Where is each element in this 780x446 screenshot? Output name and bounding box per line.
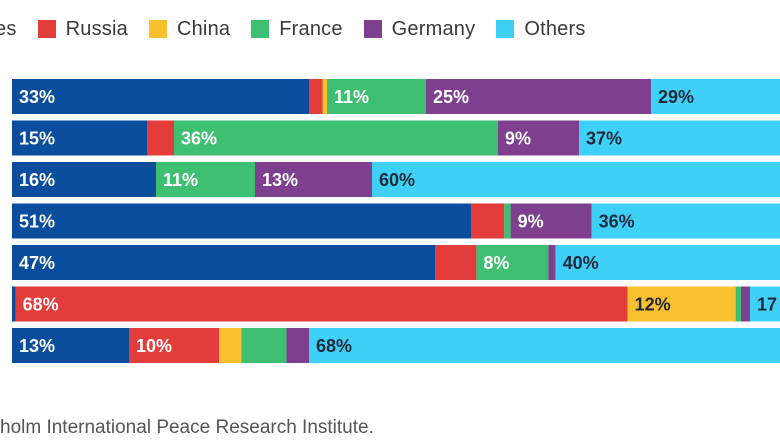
bar-segment: [286, 328, 309, 363]
data-label: 17: [757, 295, 777, 315]
bar-segment: [309, 79, 323, 114]
legend-label: ates: [0, 17, 17, 40]
data-label: 29%: [658, 87, 694, 107]
legend-label: China: [176, 17, 231, 40]
legend-item: France: [251, 18, 342, 41]
bar-segment: [309, 328, 780, 363]
legend-label: France: [279, 17, 343, 40]
data-label: 60%: [379, 170, 415, 190]
source-note: ckholm International Peace Research Inst…: [0, 417, 374, 438]
bar-segment: [12, 203, 471, 239]
data-label: 15%: [19, 129, 55, 149]
legend-item: China: [148, 17, 231, 41]
data-label: 33%: [19, 87, 55, 107]
bar-segment: [129, 328, 219, 363]
bar-segment: [548, 245, 556, 280]
legend-swatch: [251, 20, 270, 38]
bar-segment: [750, 286, 780, 322]
chart-legend: ates Russia China France Germany Others: [0, 16, 607, 42]
bar-segment: [12, 328, 129, 363]
data-label: 12%: [635, 295, 671, 315]
bar-segment: [555, 245, 780, 280]
bar-segment: [12, 286, 16, 322]
bar-segment: [12, 79, 309, 114]
legend-swatch: [363, 20, 382, 38]
bar-segment: [471, 203, 505, 239]
bar-segment: [627, 286, 736, 322]
bar-segment: [741, 286, 750, 322]
data-label: 37%: [586, 129, 622, 149]
data-label: 25%: [433, 87, 469, 107]
bar-segment: [435, 245, 477, 280]
bar-segment: [147, 120, 174, 156]
data-label: 40%: [563, 253, 599, 273]
bar-segment: [174, 120, 498, 156]
data-label: 11%: [334, 87, 369, 107]
bar-segment: [12, 162, 156, 197]
bar-segment: [579, 120, 780, 156]
bar-segment: [426, 79, 651, 114]
legend-swatch: [496, 20, 515, 38]
bar-segment: [476, 245, 549, 280]
bar-segment: [735, 286, 741, 322]
data-label: 9%: [518, 212, 544, 232]
legend-item: Germany: [363, 17, 476, 41]
data-label: 9%: [505, 129, 531, 149]
bar-segment: [12, 120, 147, 156]
bar-segment: [510, 203, 592, 239]
bar-segment: [504, 203, 511, 239]
data-label: 36%: [599, 212, 635, 232]
bar-segment: [255, 162, 372, 197]
legend-swatch: [37, 20, 56, 38]
data-label: 68%: [23, 295, 59, 315]
legend-item: Others: [496, 18, 585, 41]
data-label: 11%: [163, 170, 198, 190]
legend-label: Germany: [391, 17, 476, 40]
data-label: 13%: [19, 336, 55, 356]
legend-label: Russia: [65, 17, 128, 40]
bar-segment: [322, 79, 327, 114]
data-label: 8%: [483, 253, 509, 273]
bar-segment: [156, 162, 255, 197]
data-label: 16%: [19, 170, 55, 190]
bar-segment: [241, 328, 287, 363]
bar-segment: [498, 120, 579, 156]
data-label: 10%: [136, 336, 172, 356]
bar-segment: [15, 286, 628, 322]
bar-segment: [651, 79, 780, 114]
legend-item: ates: [0, 18, 17, 41]
legend-item: Russia: [37, 17, 128, 41]
data-label: 13%: [262, 170, 298, 190]
data-label: 68%: [316, 336, 352, 356]
bar-segment: [591, 203, 780, 239]
legend-label: Others: [524, 17, 586, 40]
data-label: 47%: [19, 253, 55, 273]
data-label: 36%: [181, 129, 217, 149]
bar-segment: [12, 245, 435, 280]
bar-segment: [372, 162, 780, 197]
bar-segment: [327, 79, 426, 114]
data-label: 51%: [19, 212, 55, 232]
bar-segment: [219, 328, 242, 363]
legend-swatch: [148, 20, 167, 38]
